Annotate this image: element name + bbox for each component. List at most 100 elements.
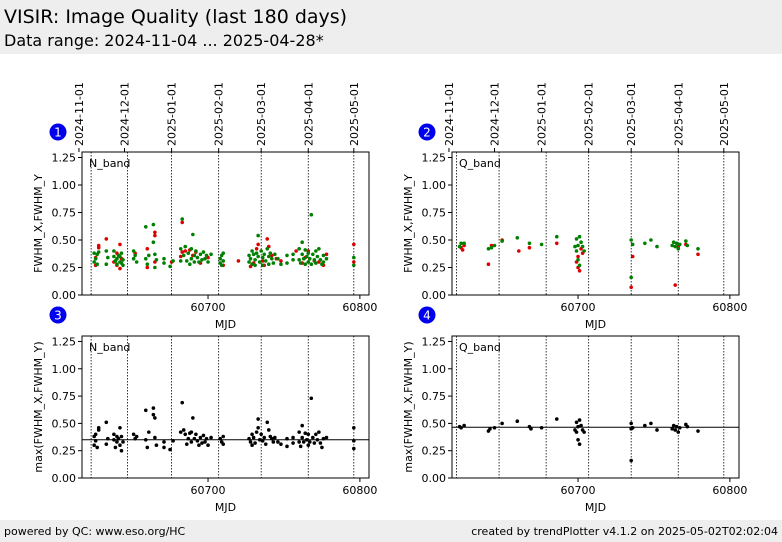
data-point [582, 430, 586, 434]
data-point [195, 255, 200, 260]
data-point [206, 260, 210, 264]
data-point [151, 412, 156, 417]
data-point [318, 441, 323, 445]
data-point [260, 259, 265, 263]
data-point [253, 263, 257, 268]
data-point [254, 251, 259, 255]
panel-badge-circle [418, 306, 436, 324]
data-point [674, 241, 679, 246]
data-point [168, 264, 172, 269]
data-point [352, 446, 356, 451]
data-point [119, 251, 124, 255]
chart-3: 3 N_band 0.00 0.25 0.50 0.75 1.00 1.25 60700 6080… [32, 306, 377, 514]
data-point [260, 263, 265, 268]
data-point [121, 440, 125, 444]
data-point [118, 266, 122, 271]
data-point [643, 423, 647, 428]
data-point [352, 260, 356, 264]
data-point [96, 243, 101, 248]
data-point [162, 440, 166, 444]
data-point [554, 417, 559, 421]
data-point [312, 441, 317, 445]
date-tick-label: 2025-05-01 [718, 82, 731, 146]
y-tick-label: 0.25 [52, 262, 77, 275]
data-point [279, 442, 283, 446]
data-point [118, 242, 122, 247]
data-point [145, 262, 150, 266]
date-tick-label: 2025-02-01 [583, 82, 596, 146]
data-point [93, 439, 98, 443]
data-point [104, 442, 109, 446]
charts-canvas: 1 N_band 0.00 0.25 0.50 0.75 1.00 1.25 60700 6080… [32, 82, 747, 514]
data-point [539, 425, 544, 430]
data-point [178, 259, 183, 263]
data-point [279, 259, 283, 263]
data-point [218, 256, 222, 261]
data-point [576, 437, 580, 442]
date-tick-label: 2025-05-01 [348, 82, 361, 146]
data-point [630, 425, 635, 430]
data-point [186, 436, 191, 441]
data-point [181, 253, 186, 258]
data-point [116, 436, 121, 441]
data-point [304, 437, 309, 442]
data-point [183, 244, 188, 249]
data-point [95, 445, 99, 450]
panel-badge-number: 4 [423, 309, 431, 323]
data-point [554, 241, 559, 246]
data-point [259, 249, 263, 253]
data-point [529, 427, 533, 431]
data-point [306, 251, 311, 255]
data-point [154, 258, 159, 262]
band-label: Q_band [459, 341, 501, 354]
data-point [629, 458, 633, 463]
data-point [201, 433, 206, 438]
band-label: N_band [89, 341, 130, 354]
data-point [273, 435, 277, 440]
data-point [270, 256, 274, 261]
data-point [118, 443, 122, 448]
data-point [352, 242, 356, 247]
data-point [268, 251, 273, 255]
x-axis-label: MJD [585, 501, 606, 514]
data-point [256, 425, 260, 430]
data-point [121, 258, 125, 262]
chart-1: 1 N_band 0.00 0.25 0.50 0.75 1.00 1.25 60700 6080… [32, 82, 377, 331]
data-point [315, 437, 320, 442]
data-point [673, 244, 678, 249]
data-point [655, 244, 659, 249]
data-point [459, 241, 463, 246]
data-point [247, 253, 251, 258]
plot-frame [451, 335, 740, 479]
data-point [298, 444, 303, 449]
data-point [301, 440, 306, 444]
data-point [262, 435, 267, 440]
data-point [576, 258, 580, 262]
data-point [574, 237, 579, 241]
data-point [574, 249, 579, 253]
data-point [145, 247, 150, 251]
data-point [184, 442, 189, 446]
data-point [677, 425, 682, 430]
data-point [576, 424, 580, 429]
data-point [200, 441, 204, 445]
data-point [696, 252, 700, 257]
data-point [500, 421, 504, 426]
data-point [104, 237, 109, 241]
data-point [271, 261, 276, 265]
y-axis-label: max(FWHM_X,FWHM_Y) [32, 341, 45, 472]
data-point [309, 212, 314, 217]
data-point [194, 432, 198, 437]
data-point [314, 432, 318, 437]
data-point [251, 435, 256, 440]
data-point [649, 421, 653, 426]
x-tick-label: 60700 [191, 484, 226, 497]
x-tick-label: 60800 [342, 301, 377, 314]
data-point [527, 241, 532, 246]
x-tick-label: 60800 [712, 484, 747, 497]
data-point [204, 253, 209, 258]
data-point [257, 437, 262, 442]
footer-bar: powered by QC: www.eso.org/HC created by… [0, 520, 782, 542]
data-point [670, 427, 674, 431]
data-point [300, 435, 304, 440]
